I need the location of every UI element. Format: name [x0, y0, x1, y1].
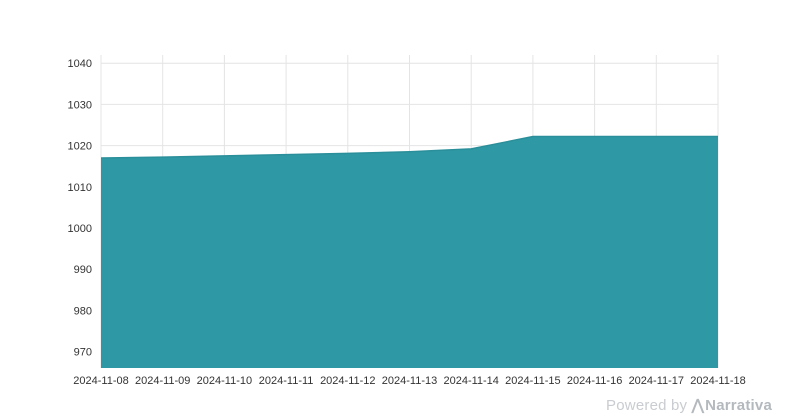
x-tick-label: 2024-11-08 [73, 375, 128, 387]
y-tick-label: 1040 [68, 58, 92, 70]
x-tick-label: 2024-11-09 [135, 375, 190, 387]
y-tick-label: 1000 [68, 223, 92, 235]
x-tick-label: 2024-11-11 [259, 375, 314, 387]
y-tick-label: 1030 [68, 99, 92, 111]
watermark: Powered by ⋀Narrativa [606, 396, 772, 414]
series-line [100, 135, 718, 159]
x-tick-label: 2024-11-17 [629, 375, 684, 387]
y-tick-label: 1020 [68, 141, 92, 153]
powered-by-text: Powered by [606, 397, 688, 414]
x-tick-label: 2024-11-15 [505, 375, 560, 387]
x-tick-label: 2024-11-18 [690, 375, 745, 387]
y-tick-label: 1010 [68, 182, 92, 194]
x-tick-label: 2024-11-16 [567, 375, 622, 387]
y-tick-label: 990 [74, 264, 92, 276]
x-tick-label: 2024-11-12 [320, 375, 375, 387]
narrativa-logo-icon: ⋀ [691, 397, 705, 414]
x-tick-label: 2024-11-14 [443, 375, 498, 387]
x-tick-label: 2024-11-13 [382, 375, 437, 387]
brand-name: Narrativa [705, 397, 772, 414]
x-tick-label: 2024-11-10 [197, 375, 252, 387]
y-tick-label: 980 [74, 305, 92, 317]
area-series [101, 136, 718, 368]
y-tick-label: 970 [74, 347, 92, 359]
